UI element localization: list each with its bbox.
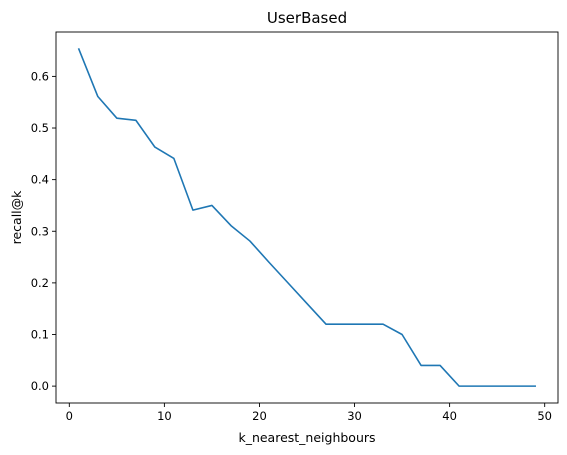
y-axis-label: recall@k xyxy=(9,190,24,245)
plot-area-frame xyxy=(55,31,559,404)
y-axis-ticks: 0.0 0.1 0.2 0.3 0.4 0.5 0.6 xyxy=(31,69,56,393)
y-tick-label: 0.0 xyxy=(31,379,49,393)
x-tick-label: 20 xyxy=(252,409,267,423)
y-tick-label: 0.4 xyxy=(31,173,49,187)
x-tick-label: 40 xyxy=(442,409,457,423)
series-line xyxy=(77,47,536,387)
x-axis-ticks: 0 10 20 30 40 50 xyxy=(66,403,552,423)
x-tick-label: 50 xyxy=(537,409,552,423)
y-tick-label: 0.3 xyxy=(31,224,49,238)
chart-title: UserBased xyxy=(267,9,347,27)
y-tick-label: 0.6 xyxy=(31,69,49,83)
series-layer xyxy=(77,47,536,387)
y-tick-label: 0.2 xyxy=(31,276,49,290)
x-tick-label: 10 xyxy=(157,409,172,423)
x-tick-label: 0 xyxy=(66,409,73,423)
y-tick-label: 0.1 xyxy=(31,327,49,341)
x-axis-label: k_nearest_neighbours xyxy=(238,430,375,445)
y-tick-label: 0.5 xyxy=(31,121,49,135)
x-tick-label: 30 xyxy=(347,409,362,423)
